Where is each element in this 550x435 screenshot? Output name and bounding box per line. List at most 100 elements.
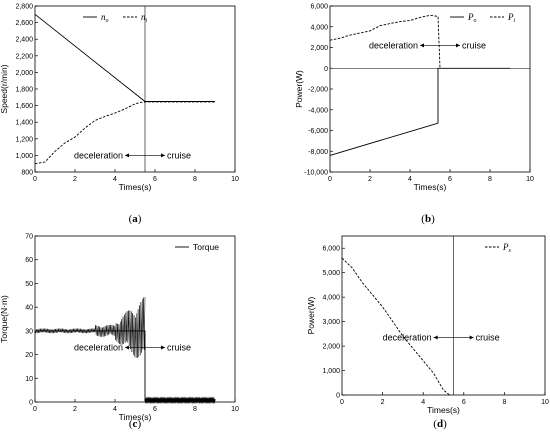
annotation-deceleration: deceleration	[74, 150, 123, 160]
arrowhead-left	[125, 153, 129, 158]
y-tick-label: 1,200	[15, 136, 33, 143]
y-tick-label: 1,000	[322, 368, 340, 375]
chart-panel-b: 0 2 4 6 8 10 -10,000 -8,000 -6,000 -4,000 -2,000 0 2…	[294, 4, 534, 226]
panel-caption: (b)	[421, 213, 435, 225]
caption-paren: (	[421, 213, 425, 225]
x-axis-label: Times(s)	[414, 182, 447, 192]
caption-paren: (	[129, 213, 133, 225]
legend-label: Torque	[193, 242, 219, 252]
y-tick-label: -2,000	[308, 87, 328, 94]
chart-panel-a: 0 2 4 6 8 10 800 1,000 1,200 1,400 1,600 1,800 2,000…	[0, 4, 239, 226]
y-tick-label: 2,600	[15, 20, 33, 27]
x-tick-label: 8	[488, 176, 492, 183]
legend-subscript: o	[474, 18, 477, 24]
y-tick-label: 2,000	[310, 45, 328, 52]
y-tick-label: 20	[25, 352, 33, 359]
x-tick-label: 2	[381, 399, 385, 406]
caption-letter: d	[437, 418, 443, 430]
y-tick-label: 70	[25, 234, 33, 241]
y-tick-label: 30	[25, 328, 33, 335]
x-tick-label: 8	[502, 399, 506, 406]
x-axis-label: Times(s)	[427, 405, 460, 415]
chart-panel-d: 0 2 4 6 8 10 0 1,000 2,000 3,000 4,000 5,000 6,000 Ti…	[306, 235, 549, 430]
arrowhead-left	[420, 43, 424, 48]
arrowhead-left	[125, 345, 129, 350]
y-tick-label: 2,400	[15, 37, 33, 44]
legend-symbol: P	[467, 12, 474, 22]
y-tick-label: 50	[25, 281, 33, 288]
caption-paren: (	[129, 418, 133, 430]
series-line-1	[34, 13, 215, 102]
x-tick-label: 10	[231, 406, 239, 413]
panel-caption: (a)	[129, 213, 142, 225]
x-tick-label: 4	[408, 176, 412, 183]
y-tick-label: 6,000	[322, 246, 340, 253]
legend-subscript: o	[106, 18, 109, 24]
legend-label: Pi	[507, 12, 516, 24]
series-line-2	[34, 101, 215, 165]
caption-paren: )	[431, 213, 435, 225]
series-line-1	[329, 67, 510, 156]
x-axis-label: Times(s)	[119, 182, 152, 192]
y-tick-label: 800	[21, 170, 33, 177]
y-tick-label: 0	[336, 393, 340, 400]
y-tick-label: 3,000	[322, 319, 340, 326]
plot-frame	[329, 5, 531, 173]
x-tick-label: 4	[113, 176, 117, 183]
x-tick-label: 2	[73, 406, 77, 413]
panel-caption: (d)	[433, 418, 447, 430]
plot-frame	[341, 235, 546, 396]
caption-letter: c	[133, 418, 138, 430]
arrowhead-right	[456, 43, 460, 48]
series-line-1	[341, 257, 450, 396]
caption-paren: )	[137, 418, 141, 430]
y-axis-label: Power(W)	[294, 70, 304, 108]
x-tick-label: 0	[340, 399, 344, 406]
x-tick-label: 4	[421, 399, 425, 406]
x-tick-label: 6	[153, 176, 157, 183]
x-tick-label: 6	[462, 399, 466, 406]
annotation-deceleration: deceleration	[369, 40, 418, 50]
y-tick-label: 4,000	[310, 24, 328, 31]
y-tick-label: 0	[324, 66, 328, 73]
legend-label: no	[101, 12, 109, 24]
arrowhead-right	[161, 153, 165, 158]
y-axis-label: Power(W)	[306, 296, 316, 334]
x-tick-label: 2	[73, 176, 77, 183]
caption-letter: b	[425, 213, 431, 225]
legend-symbol: n	[101, 12, 106, 22]
y-tick-label: -4,000	[308, 107, 328, 114]
y-tick-label: 1,800	[15, 87, 33, 94]
caption-letter: a	[132, 213, 138, 225]
chart-panel-c: 0 2 4 6 8 10 0 10 20 30 40 50 60 70 Times(s) Torque(N·m…	[0, 234, 239, 431]
y-tick-label: 1,400	[15, 120, 33, 127]
arrowhead-right	[161, 345, 165, 350]
y-tick-label: 0	[29, 400, 33, 407]
annotation-deceleration: deceleration	[74, 342, 123, 352]
y-tick-label: 10	[25, 376, 33, 383]
x-tick-label: 6	[448, 176, 452, 183]
y-tick-label: 2,000	[322, 344, 340, 351]
series-line-2	[329, 14, 441, 69]
annotation-cruise: cruise	[476, 333, 500, 343]
legend-subscript: i	[514, 18, 516, 24]
x-tick-label: 0	[33, 176, 37, 183]
y-tick-label: 5,000	[322, 270, 340, 277]
x-tick-label: 2	[368, 176, 372, 183]
annotation-cruise: cruise	[462, 40, 486, 50]
caption-paren: (	[433, 418, 437, 430]
legend-symbol: P	[502, 242, 509, 252]
y-tick-label: 2,200	[15, 53, 33, 60]
torque-oscillation	[34, 296, 146, 358]
plot-frame	[34, 5, 236, 173]
caption-paren: )	[443, 418, 447, 430]
torque-cruise-noise	[144, 396, 216, 405]
x-tick-label: 10	[231, 176, 239, 183]
y-axis-label: Speed(r/min)	[0, 64, 9, 113]
y-tick-label: 2,800	[15, 4, 33, 11]
legend-symbol: n	[141, 12, 146, 22]
x-tick-label: 8	[193, 176, 197, 183]
arrowhead-right	[469, 335, 474, 340]
plot-frame	[34, 235, 236, 403]
